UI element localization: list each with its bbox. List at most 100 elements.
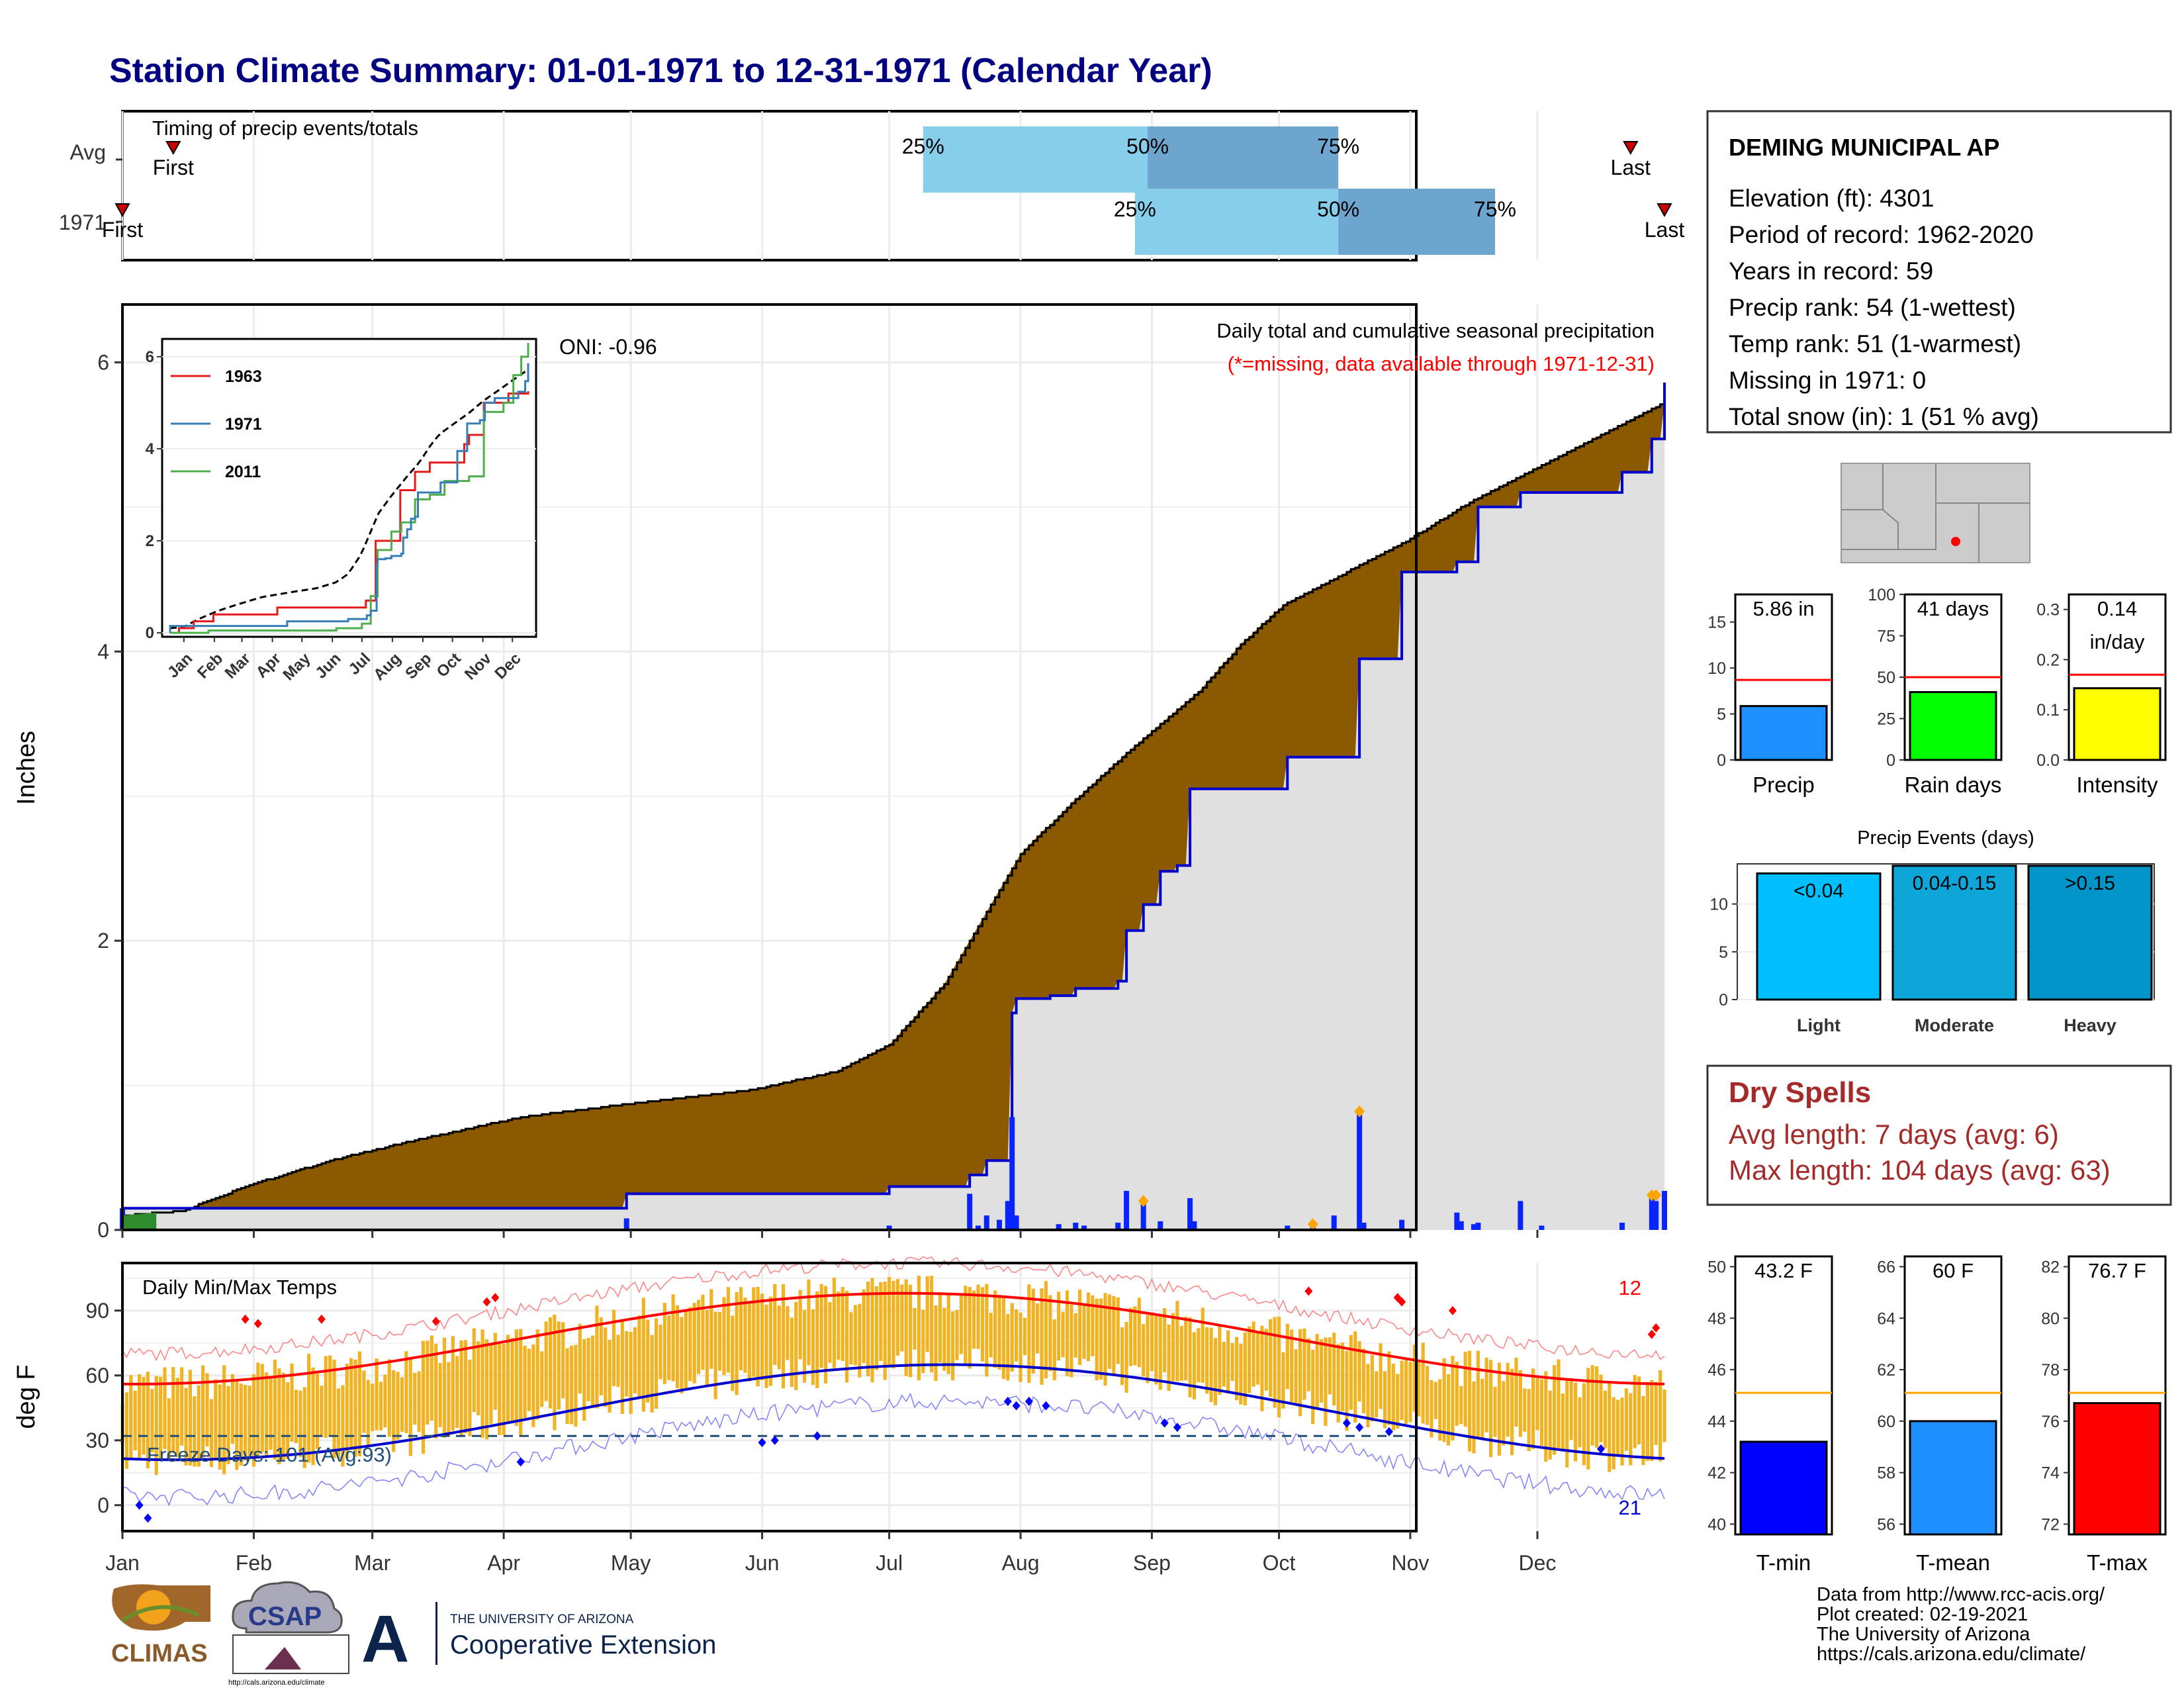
daily-temp-bar	[396, 1372, 400, 1440]
station-line-2: Years in record: 59	[1729, 258, 1933, 285]
daily-temp-bar	[1031, 1288, 1035, 1374]
daily-temp-bar	[1361, 1348, 1366, 1413]
daily-temp-bar	[1552, 1365, 1557, 1455]
daily-temp-bar	[273, 1360, 277, 1460]
inset-legend-label-2011: 2011	[225, 463, 261, 481]
csap-url: http://cals.arizona.edu/climate	[228, 1679, 325, 1687]
daily-temp-bar	[1472, 1381, 1476, 1454]
daily-temp-bar	[1239, 1343, 1243, 1405]
daily-temp-bar	[1446, 1374, 1451, 1446]
daily-temp-bar	[408, 1358, 412, 1456]
daily-temp-bar	[972, 1290, 976, 1349]
timing-panel: 25% 50% 75% First Last 25% 50% 75% First Last Tim…	[59, 110, 1684, 261]
daily-temp-bar	[1328, 1337, 1332, 1395]
daily-temp-bar	[1044, 1281, 1048, 1379]
daily-temp-bar	[1433, 1382, 1437, 1419]
daily-temp-bar	[989, 1313, 993, 1358]
daily-temp-bar	[523, 1345, 527, 1419]
daily-temp-bar	[256, 1362, 260, 1459]
credits: Data from http://www.rcc-acis.org/Plot c…	[1817, 1584, 2105, 1665]
temp-panel: 0 30 60 90 deg F Daily Min/Max Temps Freeze…	[13, 1230, 1666, 1575]
events-bar-Light	[1756, 872, 1882, 1001]
daily-precip-bar	[1115, 1223, 1121, 1230]
daily-precip-bar	[1081, 1225, 1087, 1230]
timing-first-label-0: First	[153, 156, 194, 179]
daily-temp-bar	[1048, 1295, 1052, 1372]
daily-temp-bar	[925, 1276, 929, 1352]
month-tick-label-Aug: Aug	[1002, 1551, 1040, 1575]
daily-precip-bar	[1187, 1197, 1193, 1230]
station-line-5: Missing in 1971: 0	[1729, 367, 1926, 394]
daily-temp-bar	[1095, 1298, 1099, 1381]
timing-iqr-low-0	[923, 126, 1148, 193]
daily-temp-bar	[1078, 1289, 1082, 1366]
daily-temp-bar	[510, 1338, 514, 1422]
daily-temp-bar	[154, 1376, 158, 1476]
daily-temp-bar	[1400, 1360, 1404, 1421]
station-location-marker	[1951, 537, 1960, 546]
csap-wordmark: CSAP	[248, 1602, 322, 1631]
daily-temp-bar	[324, 1356, 328, 1438]
daily-temp-bar	[760, 1293, 764, 1380]
daily-temp-bar	[578, 1323, 582, 1394]
record-low-marker	[144, 1513, 152, 1523]
daily-temp-bar	[1158, 1315, 1162, 1390]
daily-temp-bar	[895, 1279, 900, 1356]
tbar-value-label-0: 43.2 F	[1754, 1259, 1813, 1282]
tbar-ytick-label-0-2: 44	[1707, 1413, 1726, 1431]
daily-temp-bar	[1484, 1357, 1488, 1432]
daily-temp-bar	[735, 1291, 739, 1395]
page-title: Station Climate Summary: 01-01-1971 to 1…	[109, 52, 1212, 90]
daily-temp-bar	[1201, 1307, 1205, 1383]
daily-temp-bar	[1345, 1350, 1349, 1431]
daily-temp-bar	[159, 1376, 163, 1461]
inset-legend-label-1963: 1963	[225, 367, 262, 386]
daily-temp-bar	[1569, 1378, 1573, 1440]
daily-temp-bar	[743, 1297, 747, 1373]
precip-y-axis: 0 2 4 6	[97, 350, 122, 1242]
temp-ytick-label-0: 0	[97, 1493, 109, 1517]
daily-temp-bar	[964, 1286, 968, 1365]
daily-temp-bar	[1167, 1324, 1171, 1391]
timing-iqr-low-1	[1134, 189, 1339, 255]
daily-temp-bar	[764, 1304, 768, 1388]
daily-temp-bar	[531, 1344, 535, 1427]
month-tick-label-Jan: Jan	[105, 1551, 140, 1575]
daily-temp-bar	[1260, 1325, 1264, 1411]
daily-temp-bar	[332, 1360, 336, 1458]
daily-temp-bar	[1065, 1290, 1069, 1377]
daily-temp-bar	[477, 1341, 480, 1416]
daily-temp-bar	[447, 1362, 451, 1437]
daily-temp-bar	[1493, 1387, 1497, 1437]
daily-temp-bar	[248, 1385, 251, 1457]
daily-temp-bar	[1107, 1294, 1112, 1369]
mini-value-label-1: 41 days	[1917, 597, 1989, 620]
daily-temp-bar	[823, 1286, 828, 1383]
daily-temp-bar	[1417, 1362, 1421, 1417]
daily-temp-bar	[205, 1373, 209, 1446]
daily-temp-bar	[997, 1294, 1001, 1370]
record-high-marker	[491, 1293, 500, 1303]
daily-precip-bar	[1454, 1212, 1460, 1230]
daily-temp-bar	[1226, 1330, 1230, 1394]
logo-climas: CLIMAS	[111, 1584, 210, 1667]
daily-temp-bar	[498, 1343, 502, 1436]
timing-pct-label-0-1: 50%	[1126, 134, 1169, 158]
timing-bars: 25% 50% 75% First Last 25% 50% 75% First Last	[102, 126, 1684, 255]
daily-precip-bar	[1140, 1201, 1146, 1230]
month-tick-label-Jun: Jun	[745, 1551, 780, 1575]
daily-temp-bar	[777, 1305, 781, 1370]
timing-last-label-1: Last	[1645, 218, 1685, 242]
record-low-marker	[1003, 1397, 1012, 1407]
daily-temp-bar	[870, 1278, 874, 1383]
temp-y-label: deg F	[13, 1364, 40, 1429]
daily-temp-bar	[353, 1359, 357, 1457]
daily-precip-bar	[1009, 1117, 1015, 1230]
daily-temp-bar	[574, 1344, 578, 1427]
daily-temp-bar	[1357, 1341, 1361, 1402]
mini-ytick-label-1-1: 25	[1877, 710, 1895, 729]
mini-bar-1	[1909, 691, 1997, 761]
daily-temp-bar	[430, 1335, 433, 1421]
precip-events-chart: Precip Events (days) 0 5 10 <0.04 Light 0.04-0…	[1709, 827, 2155, 1035]
record-high-marker	[1652, 1323, 1661, 1333]
